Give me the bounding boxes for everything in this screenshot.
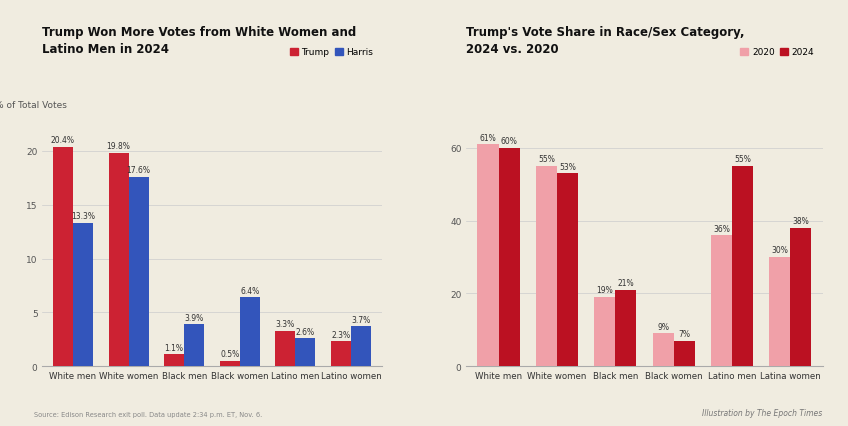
Text: 61%: 61% xyxy=(480,133,496,142)
Text: 36%: 36% xyxy=(713,224,730,233)
Text: 55%: 55% xyxy=(734,155,751,164)
Text: 9%: 9% xyxy=(657,322,669,331)
Bar xyxy=(165,354,184,366)
Bar xyxy=(129,177,148,366)
Bar xyxy=(73,224,93,366)
Bar xyxy=(220,361,240,366)
Text: 20.4%: 20.4% xyxy=(51,135,75,144)
Bar xyxy=(594,297,616,366)
Bar xyxy=(240,298,259,366)
Bar xyxy=(711,236,732,366)
Bar xyxy=(616,290,636,366)
Bar xyxy=(769,257,790,366)
Bar xyxy=(351,327,371,366)
Legend: 2020, 2024: 2020, 2024 xyxy=(737,45,818,61)
Text: 55%: 55% xyxy=(538,155,555,164)
Text: 3.9%: 3.9% xyxy=(185,313,204,322)
Bar xyxy=(53,147,73,366)
Text: 0.5%: 0.5% xyxy=(220,349,239,358)
Text: 3.7%: 3.7% xyxy=(351,315,371,324)
Text: 6.4%: 6.4% xyxy=(240,286,259,295)
Text: % of Total Votes: % of Total Votes xyxy=(0,101,67,109)
Text: Source: Edison Research exit poll. Data update 2:34 p.m. ET, Nov. 6.: Source: Edison Research exit poll. Data … xyxy=(34,412,262,417)
Bar xyxy=(109,154,129,366)
Text: Trump Won More Votes from White Women and
Latino Men in 2024: Trump Won More Votes from White Women an… xyxy=(42,26,357,55)
Bar xyxy=(295,338,315,366)
Text: 17.6%: 17.6% xyxy=(126,166,151,175)
Bar xyxy=(331,342,351,366)
Text: 2.6%: 2.6% xyxy=(296,327,315,336)
Text: 38%: 38% xyxy=(793,217,809,226)
Text: 53%: 53% xyxy=(559,162,576,171)
Text: 2.3%: 2.3% xyxy=(332,330,350,339)
Bar xyxy=(673,341,695,366)
Bar xyxy=(276,331,295,366)
Bar xyxy=(790,228,812,366)
Text: Illustration by The Epoch Times: Illustration by The Epoch Times xyxy=(702,409,823,417)
Text: 1.1%: 1.1% xyxy=(165,343,184,352)
Bar xyxy=(557,174,578,366)
Text: Trump's Vote Share in Race/Sex Category,
2024 vs. 2020: Trump's Vote Share in Race/Sex Category,… xyxy=(466,26,745,55)
Bar xyxy=(732,167,753,366)
Text: 19%: 19% xyxy=(596,286,613,295)
Text: 21%: 21% xyxy=(617,279,634,288)
Bar xyxy=(536,167,557,366)
Text: 19.8%: 19.8% xyxy=(107,142,131,151)
Bar xyxy=(499,148,520,366)
Text: 7%: 7% xyxy=(678,329,690,338)
Bar xyxy=(653,334,673,366)
Text: 60%: 60% xyxy=(500,137,517,146)
Text: 3.3%: 3.3% xyxy=(276,319,295,328)
Legend: Trump, Harris: Trump, Harris xyxy=(286,45,377,61)
Text: 30%: 30% xyxy=(772,246,789,255)
Bar xyxy=(184,325,204,366)
Text: 13.3%: 13.3% xyxy=(71,212,95,221)
Bar xyxy=(477,145,499,366)
